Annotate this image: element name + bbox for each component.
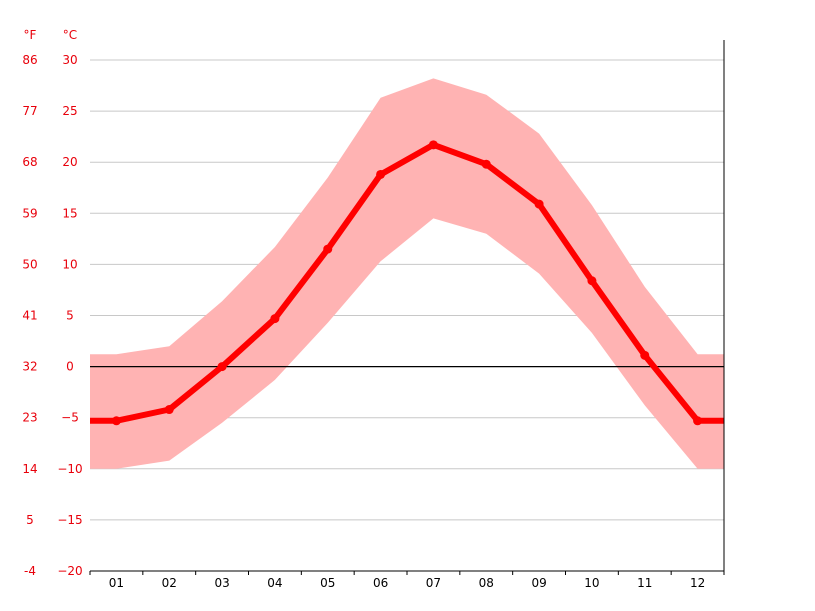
data-point: [587, 276, 597, 286]
series-line: [90, 141, 724, 424]
temperature-range-band: [90, 78, 724, 469]
x-tick-label: 03: [214, 576, 229, 590]
y-tick-fahrenheit: -4: [24, 564, 36, 578]
data-point: [481, 159, 491, 169]
y-tick-fahrenheit: 23: [22, 411, 37, 425]
y-tick-fahrenheit: 5: [26, 513, 34, 527]
y-tick-celsius: 20: [62, 155, 77, 169]
y-tick-celsius: 25: [62, 104, 77, 118]
y-tick-fahrenheit: 32: [22, 360, 37, 374]
x-tick-label: 05: [320, 576, 335, 590]
y-tick-fahrenheit: 41: [22, 309, 37, 323]
y-tick-fahrenheit: 50: [22, 257, 37, 271]
y-tick-celsius: 15: [62, 206, 77, 220]
axes: [89, 40, 725, 575]
data-point: [640, 350, 650, 360]
data-point: [323, 244, 333, 254]
data-point: [164, 405, 174, 415]
y-tick-fahrenheit: 86: [22, 53, 37, 67]
y-tick-celsius: 5: [66, 309, 74, 323]
y-tick-celsius: −20: [57, 564, 82, 578]
range-band: [90, 78, 724, 469]
fahrenheit-unit-label: °F: [24, 28, 37, 42]
y-tick-celsius: −15: [57, 513, 82, 527]
x-tick-label: 01: [109, 576, 124, 590]
y-tick-celsius: 0: [66, 360, 74, 374]
y-tick-celsius: 30: [62, 53, 77, 67]
data-point: [693, 416, 703, 426]
y-tick-fahrenheit: 77: [22, 104, 37, 118]
data-point: [376, 169, 386, 179]
data-point: [428, 140, 438, 150]
x-tick-label: 04: [267, 576, 282, 590]
y-tick-fahrenheit: 14: [22, 462, 37, 476]
y-tick-celsius: −5: [61, 411, 79, 425]
data-point: [534, 199, 544, 209]
x-tick-label: 12: [690, 576, 705, 590]
celsius-unit-label: °C: [63, 28, 77, 42]
x-tick-label: 02: [162, 576, 177, 590]
y-tick-fahrenheit: 59: [22, 206, 37, 220]
data-point: [270, 314, 280, 324]
x-tick-label: 09: [531, 576, 546, 590]
y-tick-celsius: 10: [62, 257, 77, 271]
temperature-line: [90, 141, 724, 424]
x-tick-label: 07: [426, 576, 441, 590]
x-tick-label: 06: [373, 576, 388, 590]
data-point: [217, 362, 227, 372]
x-tick-label: 10: [584, 576, 599, 590]
data-points: [111, 140, 703, 426]
y-tick-fahrenheit: 68: [22, 155, 37, 169]
x-tick-label: 08: [479, 576, 494, 590]
axis-labels: °F °C 30862577206815591050541032−523−101…: [22, 28, 705, 590]
x-tick-label: 11: [637, 576, 652, 590]
data-point: [111, 416, 121, 426]
y-tick-celsius: −10: [57, 462, 82, 476]
